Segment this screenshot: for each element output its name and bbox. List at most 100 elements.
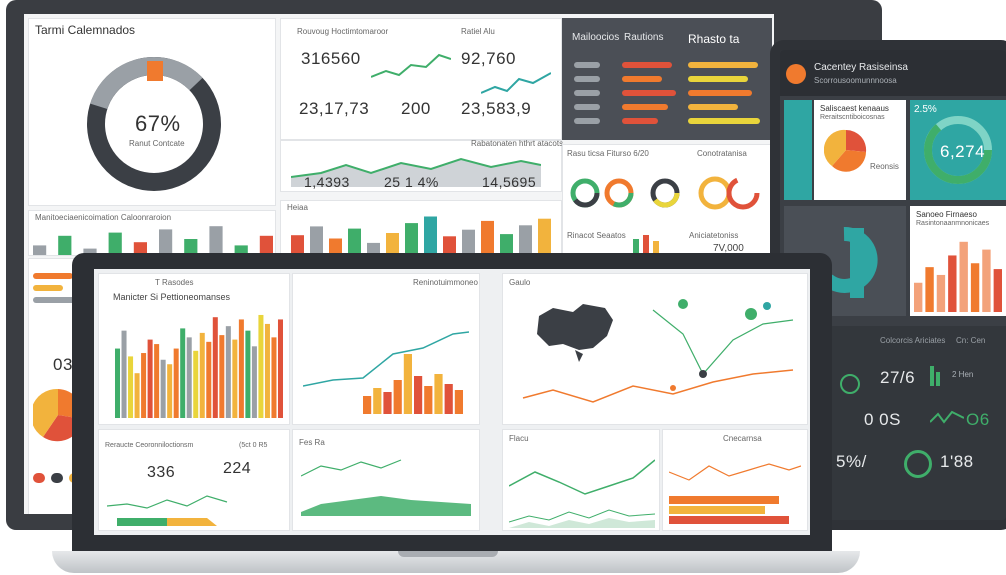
kpi-value-4: 200 xyxy=(401,99,431,118)
mini-bar-chart xyxy=(33,226,273,255)
donut-chart xyxy=(87,57,221,191)
kpi-panel: Rouvoug Hoctimtomaroor Ratiel Alu 316560… xyxy=(280,18,562,140)
bar xyxy=(310,226,323,255)
dark-row xyxy=(622,90,676,96)
stat-2: 25 1 4% xyxy=(384,174,439,190)
bar xyxy=(141,353,147,418)
bar xyxy=(373,388,382,414)
dark-row xyxy=(622,62,672,68)
tablet-gauge-label: 2.5% xyxy=(914,104,937,115)
dark-row xyxy=(622,76,662,82)
tablet-dark-value-5: O6 xyxy=(966,410,990,429)
tablet-bar-chart xyxy=(914,241,1002,312)
bar xyxy=(128,356,134,418)
tablet-dark-value-4: 1'88 xyxy=(940,452,974,471)
tablet-card-3-sub: Rasintonaanmnonicaes xyxy=(916,220,990,227)
bar xyxy=(443,236,456,255)
laptop-kpi-value-2: 224 xyxy=(223,460,252,477)
dark-row xyxy=(574,62,600,68)
rings-footer-1: Rinacot Seaatos xyxy=(567,231,626,240)
tablet-dark-value-3: 5%/ xyxy=(836,452,867,471)
line-chart-title: Reninotuimmoneo xyxy=(413,278,478,287)
bar xyxy=(259,235,273,255)
laptop-line-chart xyxy=(509,459,655,528)
kpi-header-2: Ratiel Alu xyxy=(461,27,495,36)
bar xyxy=(154,344,160,418)
laptop-bars2-title: Cnecarnsa xyxy=(723,434,762,443)
bar xyxy=(245,330,251,418)
area-chart-panel: Rabatonaten hthrt atacots xyxy=(280,139,563,192)
bar xyxy=(173,348,179,418)
laptop-area-title: Fes Ra xyxy=(299,438,325,447)
bar xyxy=(424,216,437,255)
tablet-donut-icon xyxy=(904,450,932,478)
stat-1: 1,4393 xyxy=(304,174,350,190)
bar xyxy=(970,263,980,312)
bar xyxy=(348,228,361,255)
left-row xyxy=(33,273,73,279)
tablet-bar-icon xyxy=(930,366,934,386)
map-region xyxy=(537,304,613,350)
bar xyxy=(982,249,991,312)
bar xyxy=(238,319,244,418)
kpi-header-1: Rouvoug Hoctimtomaroor xyxy=(297,27,389,36)
bar xyxy=(58,235,72,255)
rings-value: 7V,000 xyxy=(713,243,744,254)
main-bar-panel: T Rasodes Manicter Si Pettioneomanses xyxy=(98,273,290,425)
tablet-gauge xyxy=(924,116,992,184)
rings-header-2: Conotratanisa xyxy=(697,149,747,158)
bar xyxy=(186,337,192,418)
dark-row xyxy=(622,104,668,110)
bar xyxy=(519,225,532,255)
bar xyxy=(251,346,257,418)
bar xyxy=(538,218,551,255)
tablet-shape-card xyxy=(784,206,906,316)
tablet-bar-icon xyxy=(936,372,940,386)
dark-row xyxy=(688,90,752,96)
bar xyxy=(291,235,304,255)
tablet-header: Cacentey Rasiseinsa Scorrousoomunnnoosa xyxy=(780,50,1006,96)
tablet-accent-strip xyxy=(784,100,812,200)
bar xyxy=(134,373,140,418)
tablet-dark-label-2: Cn: Cen xyxy=(956,336,986,345)
tablet-ring-icon xyxy=(840,374,860,394)
dark-row xyxy=(688,104,738,110)
tablet-dark-label-3: 2 Hen xyxy=(952,370,974,379)
tablet-card-1-title: Saliscaest kenaaus xyxy=(820,104,889,113)
map-region xyxy=(575,350,583,362)
laptop-orange-panel: Cnecarnsa xyxy=(662,429,808,531)
bar xyxy=(209,226,223,255)
bar xyxy=(393,380,402,414)
tablet-dark-value-2: 0 0S xyxy=(864,410,901,429)
bar xyxy=(403,354,412,414)
map-panel: Gaulo xyxy=(502,273,808,425)
bar xyxy=(993,269,1002,312)
bar xyxy=(948,255,957,312)
bar xyxy=(180,328,186,418)
tablet-card-1: Saliscaest kenaaus Reraitscntiboicosnas … xyxy=(814,100,906,200)
laptop-device: T Rasodes Manicter Si Pettioneomanses Re… xyxy=(72,253,832,553)
laptop-line-panel: Flacu xyxy=(502,429,660,531)
laptop-kpi-value-1: 336 xyxy=(147,464,176,481)
bar xyxy=(500,234,513,255)
bar xyxy=(329,238,342,255)
bar xyxy=(264,323,270,418)
tablet-header-sub: Scorrousoomunnnoosa xyxy=(814,76,897,85)
bar xyxy=(133,242,147,255)
bar xyxy=(225,326,231,418)
bar xyxy=(212,317,218,418)
laptop-line-title: Flacu xyxy=(509,434,529,443)
bar xyxy=(184,239,198,255)
bar xyxy=(167,364,173,418)
tablet-wave-icon xyxy=(930,410,964,424)
left-row xyxy=(33,297,77,303)
bar xyxy=(258,314,264,418)
tablet-logo-icon xyxy=(786,64,806,84)
bar xyxy=(159,229,173,255)
legend-dot xyxy=(51,473,63,483)
tablet-card-1-value: Reonsis xyxy=(870,162,899,171)
bar xyxy=(434,374,443,414)
bar xyxy=(424,386,433,414)
tablet-dark-label-1: Colcorcis Ariciates xyxy=(880,336,946,345)
bar xyxy=(206,341,212,418)
